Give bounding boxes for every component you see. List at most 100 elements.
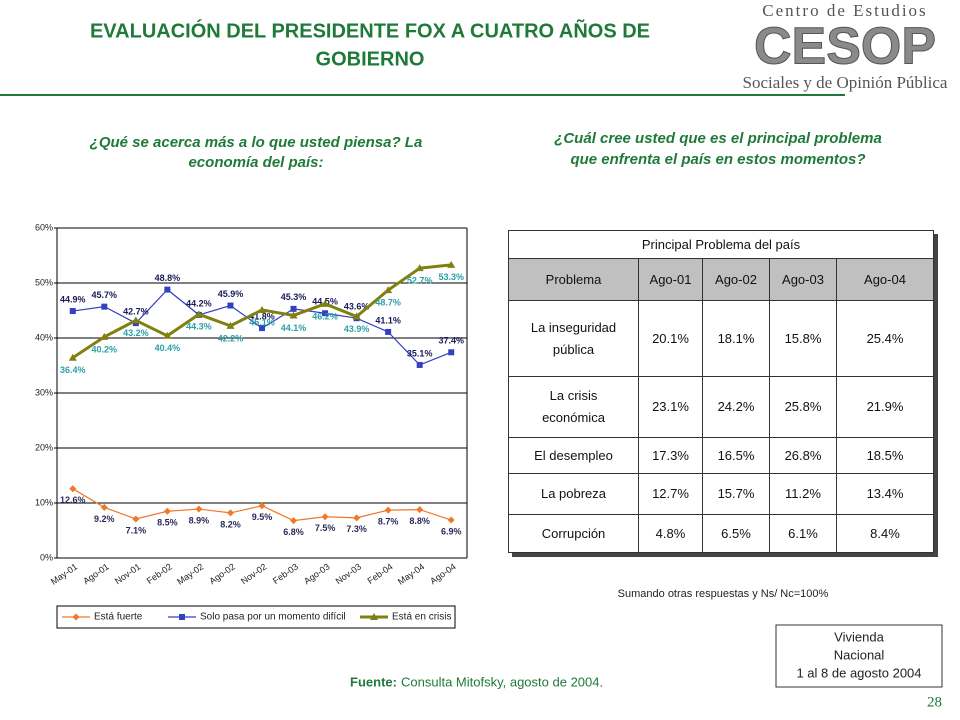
marker [195, 505, 203, 513]
data-label: 48.7% [375, 298, 401, 308]
title: EVALUACIÓN DEL PRESIDENTE FOX A CUATRO A… [90, 18, 650, 42]
legend-label: Está en crisis [392, 612, 451, 623]
table-cell: 20.1% [638, 300, 703, 377]
data-label: 44.3% [186, 322, 212, 332]
table-row: La pobreza 12.7% 15.7% 11.2% 13.4% [508, 473, 934, 515]
y-tick-label: 30% [35, 387, 53, 397]
data-label: 37.4% [438, 336, 464, 346]
marker [258, 305, 266, 313]
data-label: 41.8% [249, 311, 275, 321]
marker [416, 361, 423, 368]
table-cell: 26.8% [769, 437, 837, 474]
marker [415, 264, 424, 272]
marker [290, 517, 298, 525]
marker [259, 325, 265, 332]
marker [69, 485, 77, 493]
sample-text: Nacional [834, 647, 885, 662]
data-label: 8.7% [378, 517, 399, 527]
row-label: Corrupción [508, 514, 639, 553]
data-label: 35.1% [407, 348, 433, 358]
chart-area [39, 214, 471, 636]
x-tick-label: May-04 [396, 561, 426, 586]
marker [384, 506, 392, 514]
data-label: 7.3% [346, 524, 367, 534]
table-row: La inseguridad pública 20.1% 18.1% 15.8% 25.4… [508, 300, 934, 377]
note: Sumando otras respuestas y Ns/ Nc=100% [618, 588, 829, 600]
marker [163, 331, 172, 339]
x-tick-label: Ago-04 [428, 561, 458, 586]
data-label: 8.8% [409, 516, 430, 526]
table-row: La crisis económica 23.1% 24.2% 25.8% 21.9% [508, 376, 934, 438]
data-label: 45.3% [281, 292, 307, 302]
table-cell: 25.4% [836, 300, 934, 377]
marker [290, 305, 297, 312]
y-tick-label: 0% [40, 552, 53, 562]
data-label: 48.8% [155, 273, 181, 283]
data-label: 43.6% [344, 302, 370, 312]
table-cell: 15.8% [769, 300, 837, 377]
row-label-line: La inseguridad [530, 319, 617, 335]
data-label: 6.8% [283, 527, 304, 537]
marker [384, 286, 393, 294]
legend-marker [370, 613, 378, 620]
table-cell: 23.1% [638, 376, 703, 438]
marker [321, 513, 329, 521]
question: que enfrenta el país en estos momentos? [570, 151, 865, 168]
marker [101, 303, 108, 310]
data-label: 45.7% [92, 290, 118, 300]
table-row: El desempleo 17.3% 16.5% 26.8% 18.5% [508, 437, 934, 474]
question: ¿Cuál cree usted que es el principal pro… [554, 130, 882, 147]
table-cell: 12.7% [638, 473, 703, 515]
table-cell: 18.1% [702, 300, 770, 377]
legend-label: Solo pasa por un momento difícil [200, 612, 346, 623]
x-tick-label: Nov-01 [113, 561, 143, 586]
y-tick-label: 40% [35, 332, 53, 342]
data-label: 40.4% [155, 343, 181, 353]
data-label: 9.5% [252, 512, 273, 522]
marker [385, 328, 392, 335]
data-label: 7.5% [315, 523, 336, 533]
table-header-row: Problema Ago-01 Ago-02 Ago-03 Ago-04 [508, 258, 934, 301]
x-tick-label: Nov-03 [334, 561, 364, 586]
sample-text: Vivienda [834, 629, 884, 644]
marker [416, 506, 424, 514]
y-tick-label: 60% [35, 222, 53, 232]
y-tick-label: 50% [35, 277, 53, 287]
marker [322, 310, 329, 317]
marker [352, 312, 361, 320]
marker [69, 308, 76, 315]
logo-text: Centro de Estudios [762, 1, 927, 20]
row-label: El desempleo [508, 437, 639, 474]
legend-label: Está fuerte [94, 612, 143, 623]
row-label-line: Corrupción [541, 525, 606, 541]
column-header: Ago-03 [769, 258, 837, 301]
table-cell: 13.4% [836, 473, 934, 515]
column-header: Problema [508, 258, 639, 301]
marker [68, 353, 77, 361]
table-row: Corrupción 4.8% 6.5% 6.1% 8.4% [508, 514, 934, 553]
question: economía del país: [188, 154, 323, 171]
x-tick-label: Ago-02 [207, 561, 237, 586]
data-label: 8.9% [189, 515, 210, 525]
data-label: 42.2% [218, 333, 244, 343]
logo-mark: CESOP [754, 18, 936, 76]
table-cell: 25.8% [769, 376, 837, 438]
marker [226, 321, 235, 329]
table-cell: 6.1% [769, 514, 837, 553]
marker [163, 507, 171, 515]
data-label: 9.2% [94, 514, 115, 524]
marker [448, 349, 455, 356]
marker [100, 503, 108, 511]
marker [321, 299, 330, 307]
table-cell: 21.9% [836, 376, 934, 438]
column-header: Ago-01 [638, 258, 703, 301]
data-label: 46.2% [312, 311, 338, 321]
row-label-line: La crisis [549, 388, 598, 403]
data-label: 41.1% [375, 315, 401, 325]
data-label: 36.4% [60, 365, 86, 375]
marker [227, 302, 234, 309]
data-label: 45.9% [218, 289, 244, 299]
row-label-line: La pobreza [540, 486, 607, 501]
x-tick-label: May-02 [175, 561, 205, 586]
